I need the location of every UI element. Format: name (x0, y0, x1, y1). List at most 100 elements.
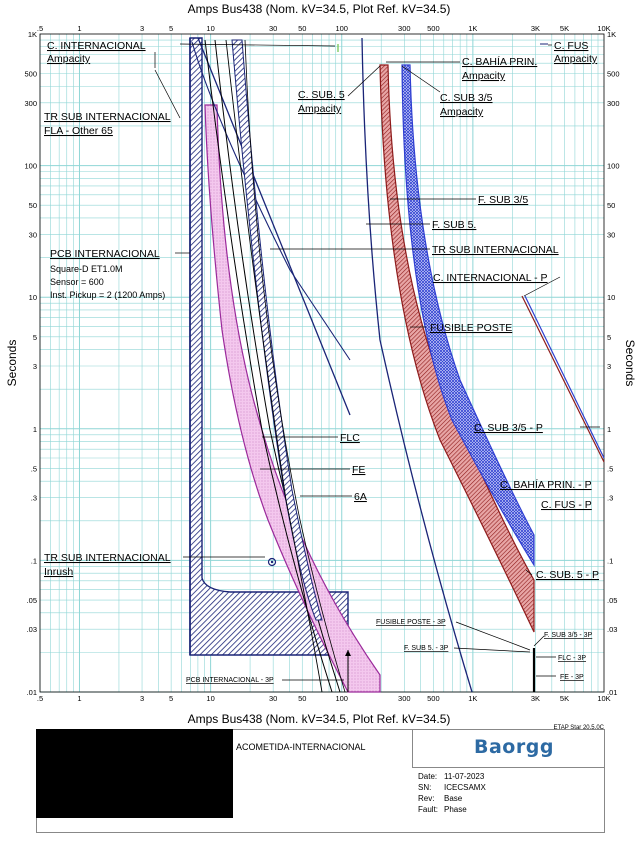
x-tick-label: 50 (298, 694, 306, 703)
c-internacional-ampacity-curve (191, 41, 351, 361)
flc-curve (204, 39, 333, 693)
x-tick-label: 500 (427, 24, 440, 33)
x-tick-label: 5K (560, 694, 569, 703)
annotations: C. INTERNACIONAL Ampacity C. FUS Ampacit… (44, 40, 599, 684)
thin-diag-1 (244, 39, 346, 693)
info-fault: Fault: Phase (418, 805, 467, 814)
curves (189, 37, 605, 693)
x-tick-label: 3 (140, 24, 144, 33)
f-sub5-curve (361, 37, 473, 693)
label-c-bahia-p: C. BAHÍA PRIN. - P (500, 478, 592, 491)
label-f-sub5-3p: F. SUB 5. - 3P (404, 645, 449, 652)
y-tick-label: 30 (607, 230, 615, 239)
y-tick-label: 3 (607, 362, 611, 371)
y-tick-label: 50 (29, 201, 37, 210)
label-f-sub5: F. SUB 5. (432, 219, 476, 231)
x-tick-label: 1 (77, 694, 81, 703)
y-tick-label: 100 (24, 162, 37, 171)
pcb-internacional-band (189, 37, 349, 656)
label-c-int-p: C. INTERNACIONAL - P (433, 272, 548, 284)
svg-text:FLA - Other 65: FLA - Other 65 (44, 125, 113, 137)
label-fe-3p: FE - 3P (560, 674, 584, 681)
x-tick-label: 5K (560, 24, 569, 33)
y-tick-label: 3 (33, 362, 37, 371)
x-tick-label: 5 (169, 694, 173, 703)
x-tick-label: 10 (206, 24, 214, 33)
svg-text:Ampacity: Ampacity (554, 53, 598, 65)
chart-top-title: Amps Bus438 (Nom. kV=34.5, Plot Ref. kV=… (187, 2, 451, 16)
x-tick-label: 1K (468, 694, 477, 703)
tcc-chart: .5 1 3 5 10 30 50 100 300 500 1K 3K 5K 10K .5 1 3 5 10 30 5… (5, 24, 637, 703)
x-tick-label: 5 (169, 24, 173, 33)
label-pcb-sensor: Sensor = 600 (50, 277, 104, 287)
y-tick-label: .3 (607, 494, 613, 503)
title-block-divider (412, 729, 605, 768)
y-tick-label: 1 (33, 425, 37, 434)
y-tick-label: .5 (31, 464, 37, 473)
label-flc-3p: FLC - 3P (558, 655, 586, 662)
x-tick-label: 3K (531, 694, 540, 703)
x-tick-label: 3K (531, 24, 540, 33)
y-tick-label: 500 (607, 70, 620, 79)
label-tr-fla: TR SUB INTERNACIONAL (44, 111, 171, 123)
label-fe: FE (352, 464, 365, 476)
company-logo: Baorgg (474, 736, 554, 758)
x-tick-labels-top: .5 1 3 5 10 30 50 100 300 500 1K 3K 5K 10K (37, 24, 611, 33)
label-pcb-pickup: Inst. Pickup = 2 (1200 Amps) (50, 290, 165, 300)
y-tick-label: 5 (607, 333, 611, 342)
label-c-sub35-p: C. SUB 3/5 - P (474, 422, 543, 434)
inrush-point (267, 557, 277, 567)
y-tick-label: .1 (31, 556, 37, 565)
x-tick-label: 10K (597, 694, 610, 703)
grid (39, 34, 604, 693)
label-c-internacional-ampacity: C. INTERNACIONAL (47, 40, 146, 52)
leader-lines (154, 43, 600, 681)
label-flc: FLC (340, 432, 360, 444)
x-tick-label: 3 (140, 694, 144, 703)
label-tr-sub: TR SUB INTERNACIONAL (432, 244, 559, 256)
project-name: ACOMETIDA-INTERNACIONAL (236, 742, 366, 752)
x-tick-label: 300 (398, 24, 411, 33)
x-tick-label: 100 (335, 694, 348, 703)
y-tick-label: 10 (29, 293, 37, 302)
y-axis-label-right: Seconds (623, 340, 637, 387)
x-tick-label: 10 (206, 694, 214, 703)
x-tick-label: 500 (427, 694, 440, 703)
y-tick-labels-right: 1K 500 300 100 50 30 10 5 3 1 .5 .3 .1 .05 .03 .01 (607, 30, 620, 697)
label-c-fus-p: C. FUS - P (541, 499, 592, 511)
etap-version: ETAP Star 20.5.0C (553, 725, 604, 731)
info-rev: Rev: Base (418, 794, 463, 803)
label-pcb-model: Square-D ET1.0M (50, 264, 123, 274)
x-tick-label: .5 (37, 694, 43, 703)
y-tick-label: .05 (607, 596, 617, 605)
c-internacional-p-line (521, 295, 605, 463)
y-tick-label: 500 (24, 70, 37, 79)
svg-text:Ampacity: Ampacity (47, 53, 91, 65)
y-tick-label: 50 (607, 201, 615, 210)
label-fusible-poste-3p: FUSIBLE POSTE - 3P (376, 619, 446, 626)
y-axis-label-left: Seconds (5, 340, 19, 387)
x-tick-label: 100 (335, 24, 348, 33)
y-tick-label: 5 (33, 333, 37, 342)
y-tick-label: 300 (607, 99, 620, 108)
label-pcb-3p: PCB INTERNACIONAL - 3P (186, 677, 274, 684)
x-tick-label: 1 (77, 24, 81, 33)
info-sn: SN: ICECSAMX (418, 783, 486, 792)
label-fusible-poste: FUSIBLE POSTE (430, 322, 512, 334)
x-tick-labels-bottom: .5 1 3 5 10 30 50 100 300 500 1K 3K 5K 10K (37, 694, 611, 703)
y-tick-label: .01 (607, 688, 617, 697)
c-internacional-p-line-2 (524, 295, 605, 459)
redacted-area (36, 729, 233, 818)
label-c-fus-ampacity: C. FUS (554, 40, 588, 52)
y-tick-label: .01 (27, 688, 37, 697)
x-tick-label: 30 (269, 694, 277, 703)
svg-text:Ampacity: Ampacity (298, 103, 342, 115)
label-c-bahia-ampacity: C. BAHÍA PRIN. (462, 55, 537, 68)
label-f-sub35: F. SUB 3/5 (478, 194, 528, 206)
y-tick-label: 1K (607, 30, 616, 39)
label-c-sub5-p: C. SUB. 5 - P (536, 569, 599, 581)
c-sub35-band (401, 64, 535, 568)
label-pcb: PCB INTERNACIONAL (50, 248, 160, 260)
y-tick-label: 30 (29, 230, 37, 239)
y-tick-label: 1 (607, 425, 611, 434)
